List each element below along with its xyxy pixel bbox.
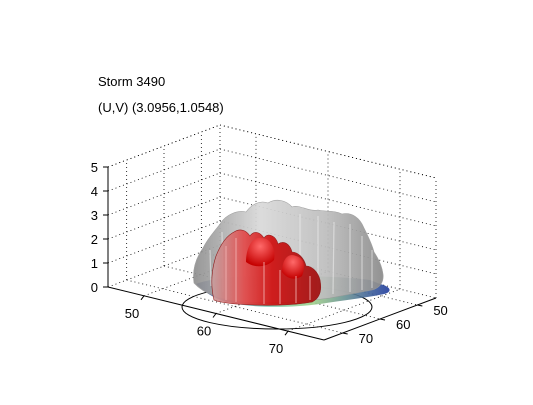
y-tick-label: 60 xyxy=(396,317,410,332)
z-tick-label: 5 xyxy=(91,160,98,175)
x-tick xyxy=(140,295,145,301)
red-striations xyxy=(225,238,311,304)
y-tick xyxy=(342,332,348,335)
z-tick-label: 4 xyxy=(91,184,98,199)
x-tick-label: 70 xyxy=(269,341,283,356)
y-tick-label: 70 xyxy=(359,331,373,346)
red-cap-right xyxy=(282,254,304,279)
tick-labels: 50 60 70 50 60 70 0 1 2 3 4 5 xyxy=(91,160,448,356)
chart-subtitle: (U,V) (3.0956,1.0548) xyxy=(98,100,224,115)
chart-title: Storm 3490 xyxy=(98,74,166,89)
red-cap-left xyxy=(246,237,275,267)
x-tick xyxy=(284,330,289,336)
x-tick xyxy=(212,313,217,318)
z-tick-label: 2 xyxy=(91,232,98,247)
z-tick-label: 0 xyxy=(91,280,98,295)
z-tick-label: 3 xyxy=(91,208,98,223)
y-tick xyxy=(379,318,386,321)
z-tick-label: 1 xyxy=(91,256,98,271)
y-tick-label: 50 xyxy=(433,303,447,318)
red-isosurface xyxy=(211,229,322,306)
storm-surfaces xyxy=(181,199,390,330)
x-tick-label: 50 xyxy=(125,306,139,321)
x-tick-label: 60 xyxy=(197,324,211,339)
y-tick xyxy=(417,304,423,307)
tick-marks xyxy=(103,166,423,336)
